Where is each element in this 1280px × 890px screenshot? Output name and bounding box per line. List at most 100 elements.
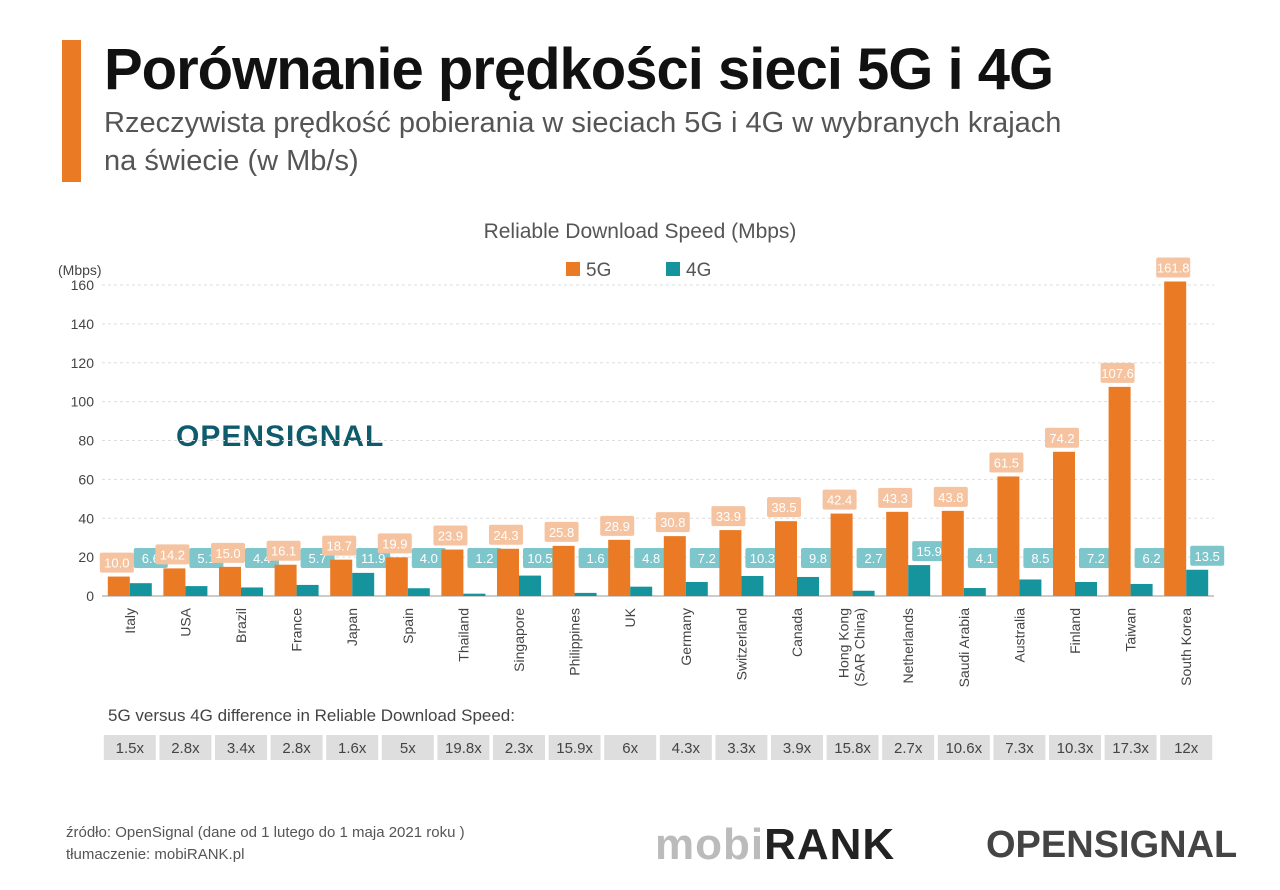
difference-value: 6x [622,740,638,757]
difference-box [826,735,879,760]
difference-box [103,735,156,760]
difference-box [882,735,935,760]
bar-4G [963,588,986,596]
bar-4G [1019,579,1042,596]
bar-4G [574,592,597,596]
data-label-4G: 8.5 [1031,551,1049,566]
data-label-4G: 4.0 [420,551,438,566]
y-tick-label: 100 [71,394,95,410]
data-label-box-5G [322,535,357,556]
bar-5G [608,539,631,596]
difference-value: 15.8x [834,740,871,757]
x-tick-label: Switzerland [733,608,749,680]
data-label-4G: 6.6 [142,551,160,566]
data-label-box-5G [933,486,968,507]
x-tick-label: UK [622,607,638,627]
data-label-box-4G [745,548,780,568]
data-label-4G: 15.9 [917,544,942,559]
bar-5G [1164,281,1187,596]
title-accent-bar [62,40,81,182]
data-label-box-4G [912,541,947,562]
bar-4G [1186,569,1209,596]
bar-5G [552,545,575,596]
data-label-4G: 5.7 [309,551,327,566]
bar-4G [185,586,208,596]
data-label-5G: 25.8 [549,525,574,540]
bar-4G [1075,582,1097,596]
data-label-5G: 43.8 [938,490,963,505]
difference-box [381,735,434,760]
bar-4G [519,575,541,596]
data-label-5G: 14.2 [160,547,185,562]
bar-5G [719,530,742,596]
x-tick-label: Thailand [455,608,471,662]
data-label-box-5G [155,544,190,565]
bar-5G [274,564,297,596]
data-label-box-4G [523,548,557,568]
data-label-4G: 5.1 [197,551,215,566]
x-tick-label: Spain [400,608,416,644]
difference-value: 2.8x [171,740,200,757]
x-tick-label: Philippines [567,608,583,676]
data-label-box-5G [1156,257,1191,278]
data-label-5G: 24.3 [493,528,518,543]
difference-value: 1.5x [116,740,145,757]
difference-value: 4.3x [672,740,701,757]
data-label-4G: 7.2 [1087,551,1105,566]
data-label-box-5G [767,497,801,518]
data-label-5G: 10.0 [104,556,129,571]
data-label-5G: 107.6 [1101,366,1134,381]
data-label-5G: 42.4 [827,493,852,508]
data-label-4G: 10.3 [750,551,775,566]
bar-5G [219,566,241,596]
data-label-box-5G [377,533,412,554]
data-label-box-4G [578,548,613,568]
data-label-5G: 161.8 [1157,261,1190,276]
x-tick-label: Saudi Arabia [956,608,972,688]
difference-value: 7.3x [1005,740,1034,757]
y-tick-label: 20 [78,549,94,565]
difference-value: 2.3x [505,740,534,757]
difference-box [771,735,823,760]
data-label-5G: 38.5 [771,500,796,515]
data-label-box-5G [433,525,468,546]
difference-box [993,735,1046,760]
difference-box [493,735,545,760]
bar-5G [441,549,464,596]
difference-box [1104,735,1157,760]
difference-value: 5x [400,740,416,757]
x-tick-label: Japan [344,608,360,646]
data-label-5G: 61.5 [994,455,1019,470]
page-title: Porównanie prędkości sieci 5G i 4G [104,37,1054,102]
bar-5G [1053,451,1075,596]
difference-box [937,735,990,760]
x-tick-label: South Korea [1178,608,1194,686]
difference-value: 10.3x [1057,740,1094,757]
data-label-box-5G [99,552,134,573]
bar-4G [296,584,319,596]
x-tick-label: Brazil [233,608,249,643]
legend-label-5G: 5G [586,260,611,281]
data-label-4G: 9.8 [809,551,827,566]
difference-value: 10.6x [945,740,982,757]
data-label-box-4G [801,548,835,568]
bar-4G [463,593,486,596]
x-tick-label: Hong Kong [836,608,852,678]
bar-5G [663,536,686,596]
data-label-5G: 18.7 [327,539,352,554]
data-label-5G: 30.8 [660,515,685,530]
data-label-5G: 28.9 [605,519,630,534]
data-label-box-4G [467,548,502,568]
y-tick-label: 120 [71,355,95,371]
data-label-box-5G [600,515,635,536]
data-label-box-5G [266,540,301,561]
data-label-5G: 33.9 [716,509,741,524]
difference-box [270,735,323,760]
data-label-5G: 74.2 [1049,431,1074,446]
x-tick-label: (SAR China) [852,608,868,687]
bar-5G [497,548,519,596]
opensignal-watermark-logo: OPENSIGNAL [176,420,385,453]
y-tick-label: 80 [78,433,94,449]
legend-label-4G: 4G [686,260,711,281]
difference-value: 19.8x [445,740,482,757]
